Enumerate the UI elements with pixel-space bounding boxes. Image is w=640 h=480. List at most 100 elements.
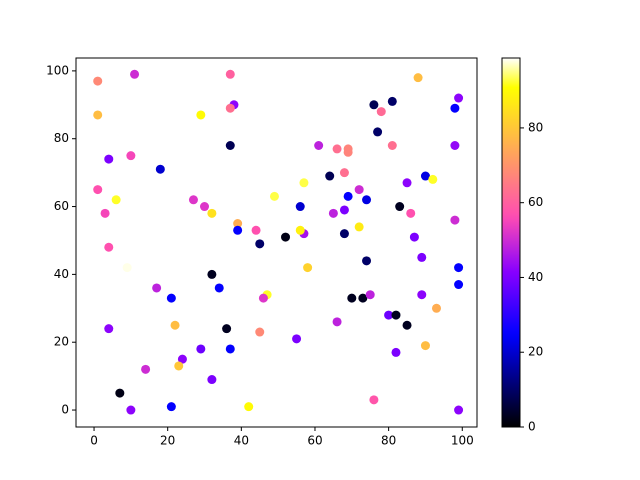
- x-tick-label: 80: [381, 434, 396, 448]
- point: [354, 222, 364, 232]
- point: [384, 310, 394, 320]
- point: [314, 141, 324, 151]
- point: [406, 208, 416, 218]
- point: [395, 202, 405, 212]
- x-tick-label: 40: [234, 434, 249, 448]
- point: [93, 110, 103, 120]
- colorbar-tick-label: 0: [528, 420, 536, 434]
- point: [454, 263, 464, 273]
- point: [454, 405, 464, 415]
- point: [365, 290, 375, 300]
- point: [325, 171, 335, 181]
- y-tick-label: 80: [54, 131, 69, 145]
- point: [332, 144, 342, 154]
- point: [332, 317, 342, 327]
- point: [343, 147, 353, 157]
- point: [295, 202, 305, 212]
- point: [174, 361, 184, 371]
- point: [93, 185, 103, 195]
- point: [428, 174, 438, 184]
- colorbar-tick-label: 40: [528, 270, 543, 284]
- point: [207, 269, 217, 279]
- point: [450, 103, 460, 113]
- y-tick-label: 0: [61, 403, 69, 417]
- point: [196, 344, 206, 354]
- point: [196, 110, 206, 120]
- point: [387, 96, 397, 106]
- point: [177, 354, 187, 364]
- point: [413, 73, 423, 83]
- point: [200, 202, 210, 212]
- point: [225, 103, 235, 113]
- x-tick-label: 100: [451, 434, 474, 448]
- point: [225, 141, 235, 151]
- point: [152, 283, 162, 293]
- point: [362, 256, 372, 266]
- point: [354, 185, 364, 195]
- x-tick-label: 0: [90, 434, 98, 448]
- point: [141, 364, 151, 374]
- point: [417, 290, 427, 300]
- point: [450, 141, 460, 151]
- point: [214, 283, 224, 293]
- point: [292, 334, 302, 344]
- point: [339, 229, 349, 239]
- point: [115, 388, 125, 398]
- point: [104, 242, 114, 252]
- point: [391, 310, 401, 320]
- colorbar: [501, 57, 521, 428]
- point: [258, 293, 268, 303]
- point: [454, 280, 464, 290]
- point: [222, 324, 232, 334]
- point: [373, 127, 383, 137]
- point: [339, 205, 349, 215]
- point: [343, 191, 353, 201]
- point: [104, 324, 114, 334]
- point: [126, 151, 136, 161]
- plot-frame: [75, 57, 478, 428]
- y-tick-label: 40: [54, 267, 69, 281]
- point: [170, 320, 180, 330]
- point: [155, 164, 165, 174]
- point: [207, 208, 217, 218]
- point: [104, 154, 114, 164]
- point: [409, 232, 419, 242]
- point: [347, 293, 357, 303]
- point: [339, 168, 349, 178]
- point: [369, 100, 379, 110]
- point: [233, 219, 243, 229]
- point: [391, 347, 401, 357]
- point: [126, 405, 136, 415]
- point: [299, 178, 309, 188]
- point: [431, 303, 441, 313]
- point: [251, 225, 261, 235]
- point: [166, 293, 176, 303]
- point: [420, 171, 430, 181]
- point: [225, 344, 235, 354]
- point: [328, 208, 338, 218]
- point: [93, 76, 103, 86]
- y-tick-label: 100: [46, 63, 69, 77]
- point: [417, 252, 427, 262]
- point: [450, 215, 460, 225]
- point: [130, 69, 140, 79]
- point: [369, 395, 379, 405]
- point: [122, 263, 132, 273]
- point: [207, 375, 217, 385]
- point: [402, 178, 412, 188]
- point: [420, 341, 430, 351]
- point: [255, 327, 265, 337]
- y-tick-label: 60: [54, 199, 69, 213]
- point: [255, 239, 265, 249]
- point: [358, 293, 368, 303]
- point: [303, 263, 313, 273]
- x-tick-label: 20: [160, 434, 175, 448]
- point: [376, 107, 386, 117]
- x-tick-label: 60: [307, 434, 322, 448]
- point: [166, 402, 176, 412]
- point: [100, 208, 110, 218]
- point: [281, 232, 291, 242]
- point: [295, 225, 305, 235]
- point: [402, 320, 412, 330]
